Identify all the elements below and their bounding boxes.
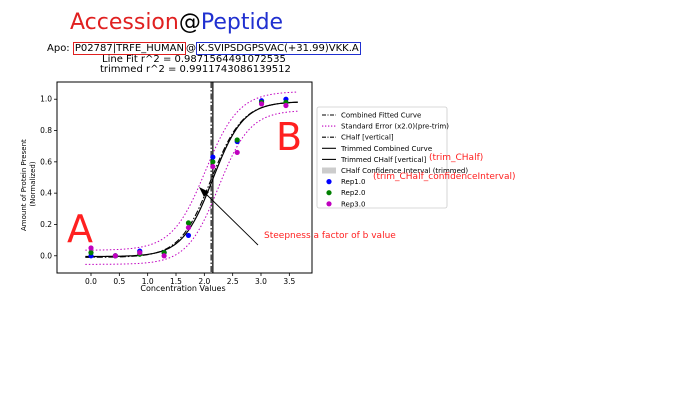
apo-accession: P02787|TRFE_HUMAN (72, 42, 187, 55)
data-point-rep2-0 (185, 220, 192, 226)
data-point-rep3-0 (161, 253, 167, 259)
x-tick-label: 0.0 (85, 277, 97, 286)
x-tick-label: 3.0 (255, 277, 267, 286)
data-point-rep3-0 (137, 250, 143, 256)
legend-label: Trimmed Combined Curve (340, 145, 432, 153)
legend-label: Rep1.0 (341, 178, 365, 186)
y-tick-label: 0.6 (40, 157, 52, 166)
x-tick-label: 0.5 (113, 277, 125, 286)
y-axis-label-line1: Amount of Protein Present (20, 139, 28, 231)
x-axis-ticks: 0.0 0.5 1.0 1.5 2.0 2.5 3.0 3.5 (85, 273, 296, 286)
y-axis-label: Amount of Protein Present (Normalized) (20, 137, 37, 231)
data-points (88, 96, 289, 259)
title-peptide: Peptide (200, 10, 284, 35)
legend-label: Trimmed CHalf [vertical] (340, 156, 427, 164)
y-tick-label: 0.0 (40, 251, 52, 260)
apo-at: @ (186, 43, 197, 54)
trim-ci-annotation: (trim_CHalf_confidenceInterval) (373, 172, 516, 182)
y-tick-label: 0.2 (40, 220, 52, 229)
steepness-arrowhead (199, 187, 209, 197)
legend-label: CHalf Confidence Interval (trimmed) (341, 167, 468, 175)
title-accession: Accession (70, 10, 179, 35)
x-tick-label: 2.5 (227, 277, 239, 286)
trimmed-combined-curve (85, 101, 298, 258)
data-point-rep3-0 (210, 163, 216, 170)
page-title: Accession@Peptide (70, 10, 283, 36)
trim-chalf-annotation: (trim_CHalf) (429, 153, 483, 163)
se-lower-curve (85, 110, 298, 265)
apo-prefix: Apo: (47, 43, 70, 54)
legend-swatch-band (322, 167, 336, 174)
data-point-rep3-0 (112, 253, 118, 259)
x-tick-label: 3.5 (283, 277, 295, 286)
line-fit-r2: Line Fit r^2 = 0.9871564491072535 (102, 54, 286, 65)
apo-label: Apo: P02787|TRFE_HUMAN @ K.SVIPSDGPSVAC(+3… (47, 42, 361, 55)
title-at: @ (178, 10, 201, 35)
legend-label: Rep3.0 (341, 200, 365, 208)
x-tick-label: 1.0 (142, 277, 154, 286)
data-point-rep2-0 (88, 250, 94, 256)
y-tick-label: 0.8 (40, 126, 52, 135)
apo-peptide: K.SVIPSDGPSVAC(+31.99)VKK.A (196, 42, 361, 55)
legend-label: Standard Error (x2.0)(pre-trim) (341, 123, 449, 131)
x-tick-label: 2.0 (198, 277, 210, 286)
legend-label: CHalf [vertical] (341, 134, 394, 142)
data-point-rep3-0 (185, 224, 192, 231)
se-upper-curve (85, 91, 298, 251)
x-axis-label: Concentration Values (140, 284, 225, 293)
y-tick-label: 0.4 (40, 189, 52, 198)
legend-label: Rep2.0 (341, 189, 365, 197)
legend-items: Combined Fitted Curve Standard Error (x2.… (322, 112, 468, 208)
legend-swatch-marker (326, 179, 332, 185)
data-point-rep2-0 (234, 137, 240, 143)
data-point-rep3-0 (234, 149, 240, 156)
annotation-b: B (276, 115, 302, 159)
fitted-curves (85, 91, 298, 265)
trimmed-r2: trimmed r^2 = 0.9911743086139512 (100, 64, 291, 75)
legend-swatch-marker (326, 190, 332, 196)
legend-swatch-marker (326, 201, 332, 207)
data-point-rep1-0 (185, 232, 192, 239)
data-point-rep3-0 (283, 102, 289, 109)
legend: Combined Fitted Curve Standard Error (x2.… (316, 106, 468, 209)
x-tick-label: 1.5 (170, 277, 182, 286)
chalf-lines (210, 82, 214, 273)
y-axis-ticks: 0.0 0.2 0.4 0.6 0.8 1.0 (40, 95, 57, 260)
legend-label: Combined Fitted Curve (341, 112, 421, 120)
steepness-annotation: Steepness a factor of b value (264, 231, 396, 241)
steepness-arrow (204, 192, 259, 246)
y-axis-label-line2: (Normalized) (29, 161, 37, 206)
legend-box (316, 106, 448, 209)
data-point-rep3-0 (258, 101, 265, 107)
plot-frame (56, 81, 313, 274)
data-point-rep3-0 (88, 245, 94, 251)
y-tick-label: 1.0 (40, 95, 52, 104)
data-point-rep1-0 (210, 154, 216, 160)
data-point-rep2-0 (210, 159, 216, 165)
annotation-a: A (67, 207, 93, 251)
